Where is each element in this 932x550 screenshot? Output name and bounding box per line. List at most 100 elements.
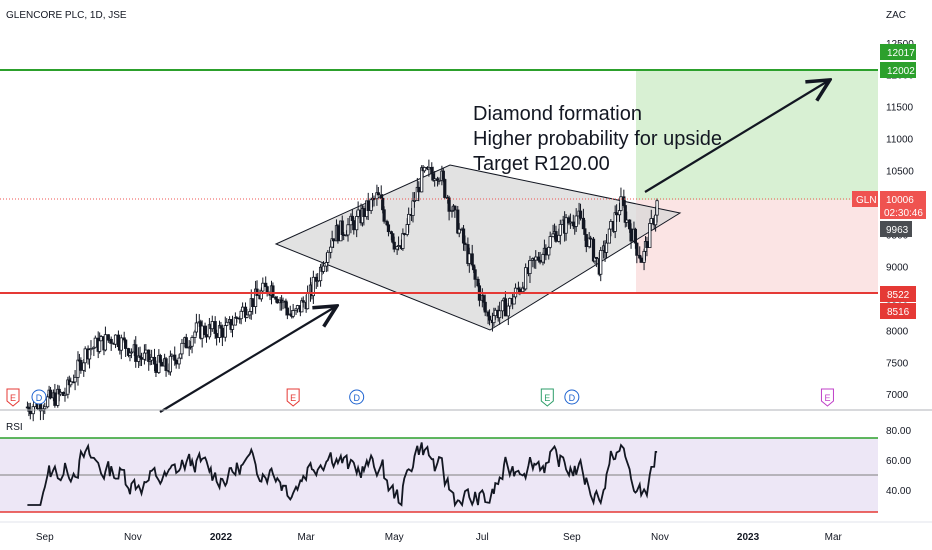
candle-body: [194, 322, 198, 333]
candle-body: [584, 234, 588, 248]
candle-body: [331, 238, 336, 242]
dividend-marker[interactable]: D: [564, 389, 580, 405]
candle-body: [457, 228, 461, 234]
price-axis: 1250012000115001100010500100009500900085…: [886, 39, 914, 401]
candle-body: [407, 213, 411, 225]
candle-body: [134, 344, 138, 362]
candle-body: [506, 305, 510, 317]
candle-body: [470, 253, 474, 266]
candle-body: [239, 310, 243, 320]
rsi-axis: 80.00 60.00 40.00: [886, 426, 911, 497]
candle-body: [213, 321, 217, 334]
resistance-value-bottom: 12002: [887, 66, 915, 77]
candle-body: [648, 223, 652, 249]
candle-body: [53, 392, 57, 406]
candle-body: [321, 265, 326, 272]
candle-body: [642, 250, 646, 263]
candle-body: [170, 354, 174, 357]
candle-body: [554, 231, 558, 242]
candle-body: [193, 331, 197, 338]
candle-body: [305, 292, 310, 310]
candle-body: [472, 264, 476, 271]
candle-body: [635, 242, 639, 256]
resistance-badge-bottom: [880, 62, 916, 78]
candle-body: [609, 221, 613, 230]
candle-body: [87, 349, 92, 360]
candle-body: [203, 325, 207, 336]
candle-body: [625, 219, 629, 223]
candle-body: [158, 355, 162, 363]
resistance-value-top: 12017: [887, 48, 915, 59]
candle-body: [275, 298, 279, 304]
candle-body: [342, 234, 346, 237]
candle-body: [116, 334, 121, 348]
rsi-tick-label: 40.00: [886, 486, 911, 497]
time-tick-label: May: [385, 532, 404, 543]
candle-body: [340, 220, 344, 236]
candle-body: [82, 362, 86, 371]
event-letter: D: [569, 393, 576, 403]
candle-body: [430, 166, 434, 175]
candle-body: [245, 314, 249, 318]
candle-body: [241, 306, 245, 312]
candle-body: [204, 334, 209, 338]
candle-body: [649, 218, 653, 224]
candle-body: [164, 358, 168, 371]
candle-body: [386, 224, 391, 233]
candle-body: [139, 357, 144, 360]
earnings-marker[interactable]: E: [6, 388, 20, 407]
candle-body: [336, 225, 340, 242]
candle-body: [168, 355, 173, 373]
candle-body: [493, 309, 497, 317]
candle-body: [93, 337, 97, 348]
candle-body: [324, 261, 328, 267]
candle-body: [402, 233, 406, 235]
price-tick-label: 7000: [886, 390, 909, 401]
candle-body: [604, 242, 609, 253]
earnings-marker[interactable]: E: [286, 388, 300, 407]
candle-body: [524, 267, 528, 290]
rsi-label: RSI: [6, 422, 23, 433]
candle-body: [98, 340, 102, 352]
dividend-marker[interactable]: D: [349, 389, 365, 405]
candle-body: [557, 234, 561, 242]
time-tick-label: Jul: [476, 532, 489, 543]
candle-body: [437, 179, 441, 182]
countdown-value: 02:30:46: [884, 208, 923, 219]
candle-body: [154, 363, 158, 373]
candle-body: [379, 194, 383, 199]
candle-body: [173, 354, 177, 361]
candle-body: [583, 228, 587, 235]
candle-body: [453, 205, 457, 211]
candle-body: [498, 310, 502, 319]
price-tick-label: 11500: [886, 103, 914, 114]
candle-body: [487, 315, 492, 321]
candle-body: [200, 325, 204, 339]
candle-body: [285, 307, 289, 316]
rsi-tick-label: 80.00: [886, 426, 911, 437]
time-tick-label: 2022: [210, 532, 233, 543]
candle-body: [443, 179, 447, 198]
earnings-marker[interactable]: E: [820, 388, 834, 407]
candle-body: [654, 214, 658, 226]
candle-body: [184, 337, 188, 349]
candle-body: [411, 200, 415, 216]
dividend-marker[interactable]: D: [31, 389, 47, 405]
earnings-marker[interactable]: E: [540, 388, 554, 407]
candle-body: [301, 300, 305, 303]
candle-body: [43, 406, 47, 410]
candle-body: [372, 197, 376, 200]
candle-body: [568, 221, 573, 224]
candle-body: [264, 282, 268, 288]
candle-body: [27, 406, 31, 412]
candle-body: [129, 351, 134, 354]
price-tick-label: 8000: [886, 326, 909, 337]
candle-body: [103, 334, 108, 351]
candle-body: [59, 391, 63, 395]
candle-body: [381, 197, 385, 211]
symbol-badge: [852, 191, 878, 207]
rsi-tick-label: 60.00: [886, 456, 911, 467]
time-tick-label: Mar: [825, 532, 843, 543]
candle-body: [518, 288, 522, 293]
